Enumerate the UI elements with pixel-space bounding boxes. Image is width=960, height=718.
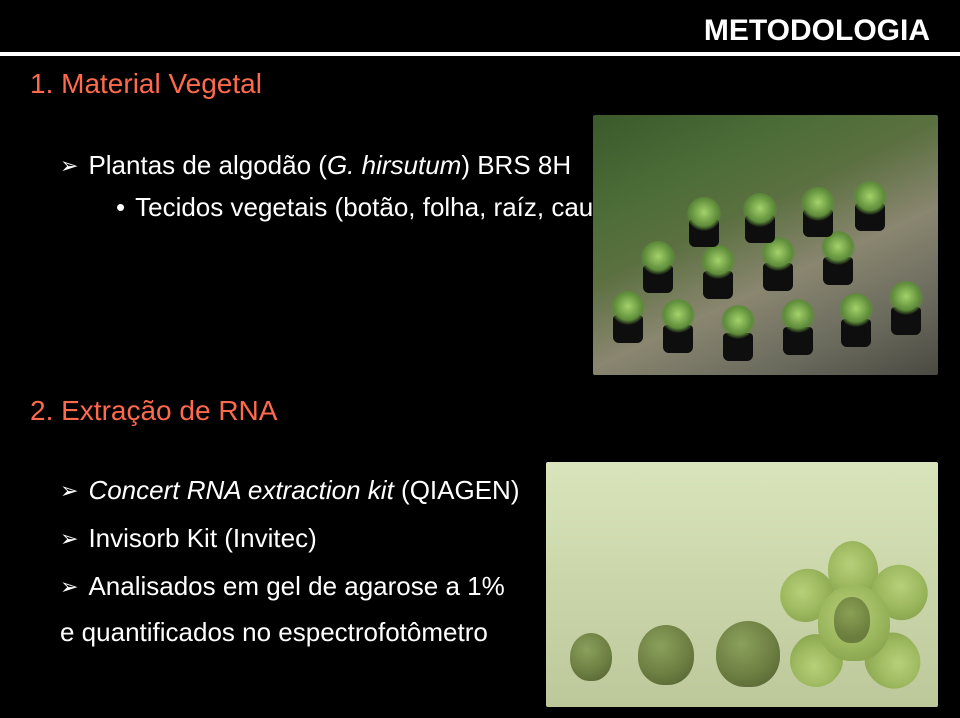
arrow-icon: ➢ [60,571,78,603]
bullet-text: Invisorb Kit (Invitec) [88,523,316,554]
section-1-title: 1. Material Vegetal [30,68,262,100]
sub-bullet-item: • Tecidos vegetais (botão, folha, raíz, … [116,192,622,223]
text-italic: Concert RNA extraction kit [88,475,393,505]
header-underline [0,52,960,56]
section-2-title: 2. Extração de RNA [30,395,277,427]
arrow-icon: ➢ [60,475,78,507]
cotton-bolls-photo [546,462,938,707]
sub-bullet-text: Tecidos vegetais (botão, folha, raíz, ca… [135,192,622,223]
bullet-text: Concert RNA extraction kit (QIAGEN) [88,475,519,506]
section-1-bullets: ➢ Plantas de algodão (G. hirsutum) BRS 8… [60,150,622,223]
bullet-item: ➢ Analisados em gel de agarose a 1% [60,571,519,603]
text-suffix: (QIAGEN) [394,475,520,505]
arrow-icon: ➢ [60,523,78,555]
arrow-icon: ➢ [60,150,78,182]
bullet-text: Analisados em gel de agarose a 1% [88,571,504,602]
trailing-line: e quantificados no espectrofotômetro [60,617,519,648]
greenhouse-photo [593,115,938,375]
bullet-item: ➢ Plantas de algodão (G. hirsutum) BRS 8… [60,150,622,182]
bullet-item: ➢ Invisorb Kit (Invitec) [60,523,519,555]
text-italic: G. hirsutum [327,150,461,180]
bullet-text: Plantas de algodão (G. hirsutum) BRS 8H [88,150,571,181]
text-prefix: Plantas de algodão ( [88,150,327,180]
slide-header-label: METODOLOGIA [704,14,930,48]
bullet-item: ➢ Concert RNA extraction kit (QIAGEN) [60,475,519,507]
text-suffix: ) BRS 8H [461,150,571,180]
section-2-bullets: ➢ Concert RNA extraction kit (QIAGEN) ➢ … [60,475,519,648]
bullet-dot-icon: • [116,192,125,223]
